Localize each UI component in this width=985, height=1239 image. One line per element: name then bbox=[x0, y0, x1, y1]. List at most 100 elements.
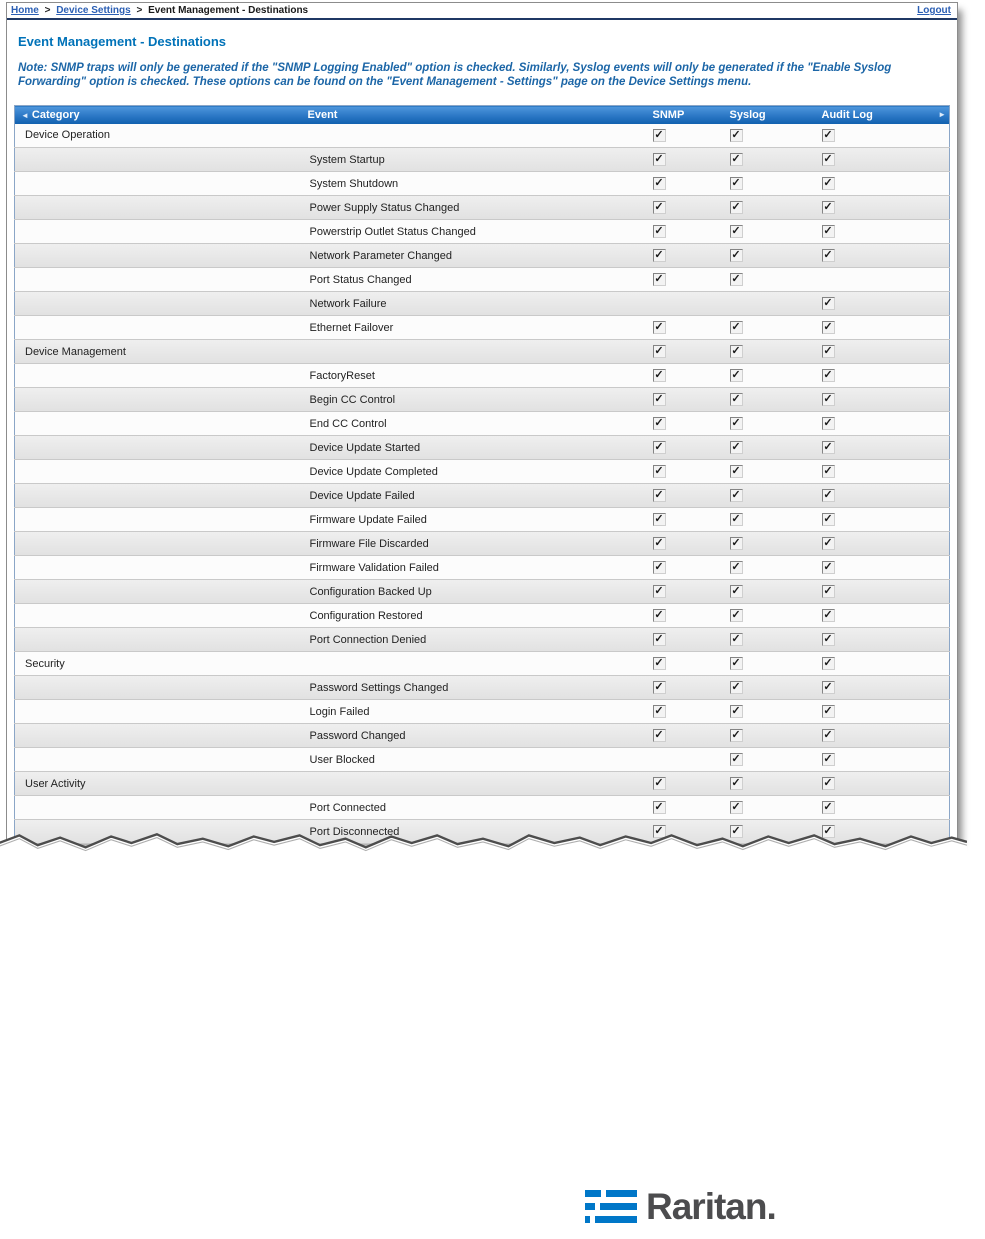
syslog-checkbox-checked[interactable]: ✓ bbox=[729, 417, 743, 430]
snmp-checkbox-checked[interactable]: ✓ bbox=[652, 153, 666, 166]
audit-log-checkbox-checked[interactable]: ✓ bbox=[821, 657, 835, 670]
syslog-checkbox-checked[interactable]: ✓ bbox=[729, 801, 743, 814]
snmp-checkbox-checked[interactable]: ✓ bbox=[652, 393, 666, 406]
syslog-checkbox-checked[interactable]: ✓ bbox=[729, 489, 743, 502]
audit-log-checkbox-checked[interactable]: ✓ bbox=[821, 777, 835, 790]
snmp-checkbox-checked[interactable]: ✓ bbox=[652, 801, 666, 814]
snmp-checkbox-checked[interactable]: ✓ bbox=[652, 633, 666, 646]
syslog-checkbox-checked[interactable]: ✓ bbox=[729, 681, 743, 694]
syslog-cell: ✓ bbox=[723, 459, 816, 484]
table-row: Device Update Failed ✓ ✓ ✓ bbox=[14, 483, 950, 508]
audit-log-checkbox-checked[interactable]: ✓ bbox=[821, 609, 835, 622]
snmp-checkbox-checked[interactable]: ✓ bbox=[652, 609, 666, 622]
audit-log-checkbox-checked[interactable]: ✓ bbox=[821, 153, 835, 166]
scroll-right-icon[interactable]: ► bbox=[938, 110, 946, 119]
syslog-checkbox-checked[interactable]: ✓ bbox=[729, 585, 743, 598]
scroll-left-icon[interactable]: ◄ bbox=[21, 110, 29, 120]
audit-log-checkbox-checked[interactable]: ✓ bbox=[821, 489, 835, 502]
syslog-checkbox-checked[interactable]: ✓ bbox=[729, 201, 743, 214]
audit-log-checkbox-checked[interactable]: ✓ bbox=[821, 537, 835, 550]
event-table-body: Device Operation ✓ ✓ ✓ System Startup ✓ … bbox=[14, 123, 950, 844]
syslog-checkbox-checked[interactable]: ✓ bbox=[729, 729, 743, 742]
event-cell bbox=[301, 339, 647, 364]
syslog-checkbox-checked[interactable]: ✓ bbox=[729, 225, 743, 238]
syslog-checkbox-checked[interactable]: ✓ bbox=[729, 513, 743, 526]
snmp-checkbox-checked[interactable]: ✓ bbox=[652, 561, 666, 574]
audit-log-checkbox-checked[interactable]: ✓ bbox=[821, 633, 835, 646]
snmp-checkbox-checked[interactable]: ✓ bbox=[652, 441, 666, 454]
snmp-checkbox-checked[interactable]: ✓ bbox=[652, 417, 666, 430]
syslog-checkbox-checked[interactable]: ✓ bbox=[729, 825, 743, 838]
breadcrumb-current-page: Event Management - Destinations bbox=[148, 5, 309, 16]
audit-log-checkbox-checked[interactable]: ✓ bbox=[821, 345, 835, 358]
snmp-checkbox-checked[interactable]: ✓ bbox=[652, 369, 666, 382]
syslog-checkbox-checked[interactable]: ✓ bbox=[729, 177, 743, 190]
snmp-checkbox-checked[interactable]: ✓ bbox=[652, 657, 666, 670]
syslog-checkbox-checked[interactable]: ✓ bbox=[729, 369, 743, 382]
audit-log-checkbox-checked[interactable]: ✓ bbox=[821, 825, 835, 838]
audit-log-checkbox-checked[interactable]: ✓ bbox=[821, 705, 835, 718]
syslog-checkbox-checked[interactable]: ✓ bbox=[729, 465, 743, 478]
snmp-checkbox-checked[interactable]: ✓ bbox=[652, 128, 666, 142]
syslog-cell: ✓ bbox=[723, 483, 816, 508]
syslog-checkbox-checked[interactable]: ✓ bbox=[729, 441, 743, 454]
snmp-checkbox-checked[interactable]: ✓ bbox=[652, 729, 666, 742]
audit-log-checkbox-checked[interactable]: ✓ bbox=[821, 585, 835, 598]
audit-log-checkbox-checked[interactable]: ✓ bbox=[821, 753, 835, 766]
snmp-checkbox-checked[interactable]: ✓ bbox=[652, 273, 666, 286]
breadcrumb-home-link[interactable]: Home bbox=[11, 5, 39, 16]
syslog-checkbox-checked[interactable]: ✓ bbox=[729, 777, 743, 790]
audit-log-checkbox-checked[interactable]: ✓ bbox=[821, 441, 835, 454]
snmp-checkbox-checked[interactable]: ✓ bbox=[652, 321, 666, 334]
snmp-checkbox-checked[interactable]: ✓ bbox=[652, 777, 666, 790]
snmp-checkbox-checked[interactable]: ✓ bbox=[652, 225, 666, 238]
syslog-checkbox-checked[interactable]: ✓ bbox=[729, 537, 743, 550]
syslog-checkbox-checked[interactable]: ✓ bbox=[729, 393, 743, 406]
syslog-cell: ✓ bbox=[723, 723, 816, 748]
syslog-checkbox-checked[interactable]: ✓ bbox=[729, 657, 743, 670]
audit-log-checkbox-checked[interactable]: ✓ bbox=[821, 128, 835, 142]
audit-log-checkbox-checked[interactable]: ✓ bbox=[821, 225, 835, 238]
audit-log-cell: ✓ bbox=[815, 147, 950, 172]
audit-log-checkbox-checked[interactable]: ✓ bbox=[821, 201, 835, 214]
audit-log-checkbox-checked[interactable]: ✓ bbox=[821, 297, 835, 310]
audit-log-checkbox-checked[interactable]: ✓ bbox=[821, 393, 835, 406]
breadcrumb-device-settings-link[interactable]: Device Settings bbox=[56, 5, 131, 16]
snmp-checkbox-checked[interactable]: ✓ bbox=[652, 681, 666, 694]
snmp-checkbox-checked[interactable]: ✓ bbox=[652, 201, 666, 214]
snmp-checkbox-checked[interactable]: ✓ bbox=[652, 489, 666, 502]
audit-log-checkbox-checked[interactable]: ✓ bbox=[821, 801, 835, 814]
syslog-checkbox-checked[interactable]: ✓ bbox=[729, 273, 743, 286]
syslog-checkbox-checked[interactable]: ✓ bbox=[729, 321, 743, 334]
syslog-checkbox-checked[interactable]: ✓ bbox=[729, 609, 743, 622]
audit-log-checkbox-checked[interactable]: ✓ bbox=[821, 321, 835, 334]
logout-link[interactable]: Logout bbox=[917, 5, 951, 16]
syslog-checkbox-checked[interactable]: ✓ bbox=[729, 345, 743, 358]
snmp-checkbox-checked[interactable]: ✓ bbox=[652, 345, 666, 358]
syslog-checkbox-checked[interactable]: ✓ bbox=[729, 153, 743, 166]
syslog-checkbox-checked[interactable]: ✓ bbox=[729, 705, 743, 718]
snmp-checkbox-checked[interactable]: ✓ bbox=[652, 465, 666, 478]
syslog-checkbox-checked[interactable]: ✓ bbox=[729, 633, 743, 646]
syslog-checkbox-checked[interactable]: ✓ bbox=[729, 128, 743, 142]
snmp-checkbox-checked[interactable]: ✓ bbox=[652, 585, 666, 598]
snmp-checkbox-checked[interactable]: ✓ bbox=[652, 705, 666, 718]
audit-log-checkbox-checked[interactable]: ✓ bbox=[821, 681, 835, 694]
audit-log-checkbox-checked[interactable]: ✓ bbox=[821, 369, 835, 382]
snmp-checkbox-checked[interactable]: ✓ bbox=[652, 537, 666, 550]
snmp-checkbox-checked[interactable]: ✓ bbox=[652, 177, 666, 190]
snmp-checkbox-checked[interactable]: ✓ bbox=[652, 825, 666, 838]
audit-log-checkbox-checked[interactable]: ✓ bbox=[821, 417, 835, 430]
snmp-checkbox-checked[interactable]: ✓ bbox=[652, 513, 666, 526]
audit-log-checkbox-checked[interactable]: ✓ bbox=[821, 249, 835, 262]
syslog-checkbox-checked[interactable]: ✓ bbox=[729, 249, 743, 262]
snmp-checkbox-checked[interactable]: ✓ bbox=[652, 249, 666, 262]
audit-log-checkbox-checked[interactable]: ✓ bbox=[821, 513, 835, 526]
audit-log-checkbox-checked[interactable]: ✓ bbox=[821, 177, 835, 190]
audit-log-checkbox-checked[interactable]: ✓ bbox=[821, 465, 835, 478]
event-cell: Begin CC Control bbox=[301, 387, 647, 412]
syslog-checkbox-checked[interactable]: ✓ bbox=[729, 753, 743, 766]
audit-log-checkbox-checked[interactable]: ✓ bbox=[821, 729, 835, 742]
audit-log-checkbox-checked[interactable]: ✓ bbox=[821, 561, 835, 574]
syslog-checkbox-checked[interactable]: ✓ bbox=[729, 561, 743, 574]
